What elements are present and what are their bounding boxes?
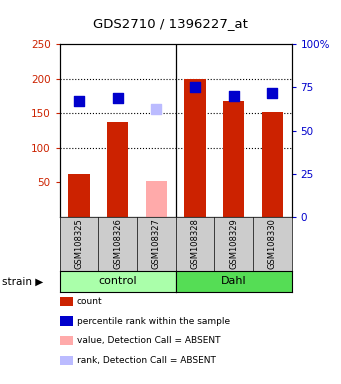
Point [269,89,275,96]
Text: rank, Detection Call = ABSENT: rank, Detection Call = ABSENT [77,356,216,365]
Point [231,93,236,99]
Text: value, Detection Call = ABSENT: value, Detection Call = ABSENT [77,336,220,345]
Bar [146,181,167,217]
Bar [107,122,128,217]
Point [115,95,120,101]
Text: Dahl: Dahl [221,276,247,286]
Bar [68,174,90,217]
Text: GSM108328: GSM108328 [190,218,199,269]
Point [192,84,198,90]
Point [76,98,82,104]
Text: GDS2710 / 1396227_at: GDS2710 / 1396227_at [93,17,248,30]
Text: GSM108325: GSM108325 [74,218,84,269]
Text: GSM108327: GSM108327 [152,218,161,269]
Point [153,106,159,112]
Bar [262,112,283,217]
Text: control: control [98,276,137,286]
Text: GSM108330: GSM108330 [268,218,277,269]
Bar [223,101,244,217]
Bar [184,79,206,217]
Text: count: count [77,297,102,306]
Text: percentile rank within the sample: percentile rank within the sample [77,316,230,326]
Text: GSM108329: GSM108329 [229,218,238,269]
Text: strain ▶: strain ▶ [2,276,43,286]
Text: GSM108326: GSM108326 [113,218,122,269]
